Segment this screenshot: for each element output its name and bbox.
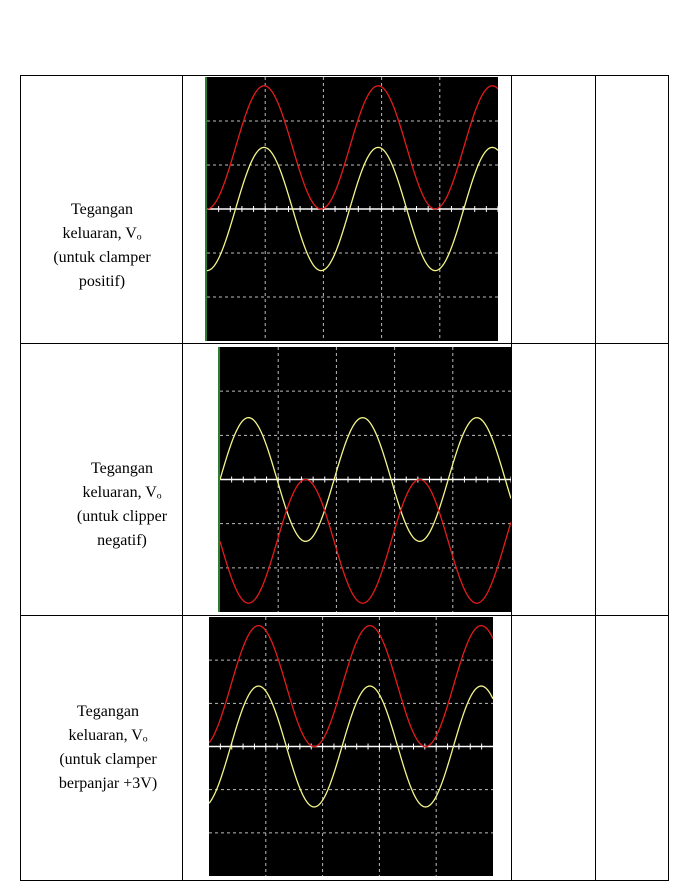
column-divider-1 — [182, 75, 183, 881]
label-line: keluaran, Vₒ — [62, 225, 142, 242]
label-line: keluaran, Vₒ — [68, 727, 148, 744]
waveform-trace-1 — [207, 85, 498, 210]
row-divider-2 — [20, 615, 669, 616]
label-line: berpanjar +3V) — [58, 775, 158, 792]
row-label-clipper-negatif: Tegangan keluaran, Vₒ (untuk clipper neg… — [42, 457, 202, 553]
waveform-trace-1 — [220, 417, 511, 542]
label-line: negatif) — [97, 532, 147, 549]
label-line: (untuk clamper — [53, 249, 151, 266]
table-border-left — [20, 75, 21, 881]
row-label-clamper-berpanjar: Tegangan keluaran, Vₒ (untuk clamper ber… — [28, 700, 188, 796]
waveform-trace-2 — [207, 146, 498, 272]
waveform-plot-3 — [209, 617, 493, 876]
label-line: (untuk clipper — [76, 508, 168, 525]
waveform-plot-2 — [220, 347, 511, 612]
label-line: positif) — [78, 273, 126, 290]
label-line: Tegangan — [71, 201, 133, 218]
label-line: Tegangan — [91, 460, 153, 477]
table-border-bottom — [20, 880, 669, 881]
table-border-right — [668, 75, 669, 881]
oscilloscope-display-1 — [205, 77, 498, 341]
waveform-trace-2 — [209, 685, 493, 808]
waveform-plot-1 — [207, 77, 498, 341]
waveform-trace-1 — [209, 624, 493, 748]
table-border-top — [20, 75, 669, 76]
column-divider-3 — [595, 75, 596, 881]
label-line: Tegangan — [77, 703, 139, 720]
results-table — [20, 75, 669, 881]
label-line: keluaran, Vₒ — [82, 484, 162, 501]
column-divider-2 — [511, 75, 512, 881]
row-divider-1 — [20, 343, 669, 344]
label-line: (untuk clamper — [59, 751, 157, 768]
oscilloscope-display-3 — [209, 617, 493, 876]
row-label-clamper-positif: Tegangan keluaran, Vₒ (untuk clamper pos… — [22, 198, 182, 294]
oscilloscope-display-2 — [218, 347, 511, 612]
waveform-trace-2 — [220, 478, 511, 604]
